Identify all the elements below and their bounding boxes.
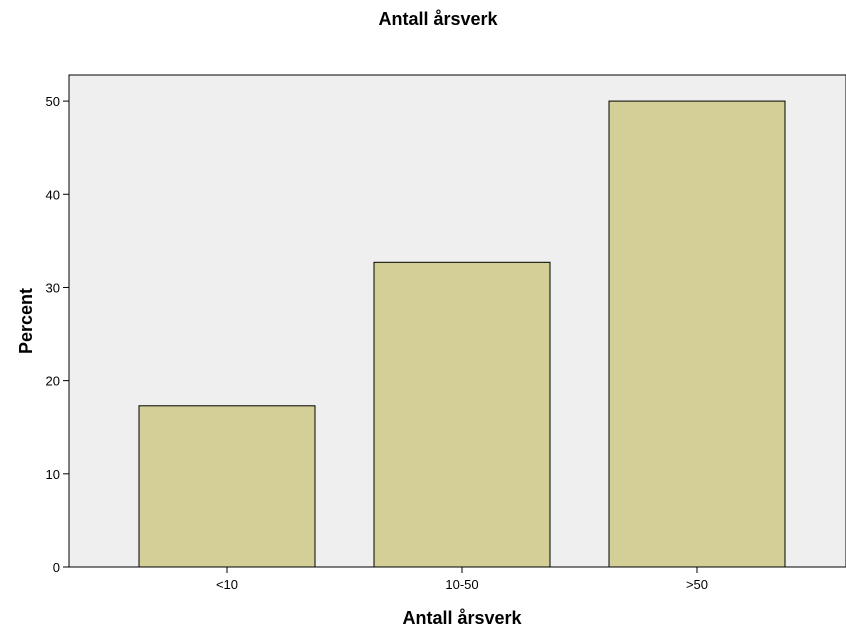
x-tick-label: <10 bbox=[216, 577, 238, 592]
bar bbox=[373, 261, 551, 568]
x-tick-label: >50 bbox=[686, 577, 708, 592]
y-tick-label: 0 bbox=[53, 560, 60, 575]
y-tick-label: 40 bbox=[46, 187, 60, 202]
y-axis-label: Percent bbox=[16, 288, 36, 354]
x-axis-label: Antall årsverk bbox=[402, 608, 522, 628]
bar bbox=[138, 405, 316, 568]
y-tick-label: 20 bbox=[46, 374, 60, 389]
y-tick-label: 10 bbox=[46, 467, 60, 482]
y-axis: 0 10 20 30 40 50 bbox=[46, 94, 69, 575]
chart-title: Antall årsverk bbox=[378, 9, 498, 29]
x-tick-label: 10-50 bbox=[445, 577, 478, 592]
x-axis: <10 10-50 >50 bbox=[216, 567, 708, 592]
bar bbox=[608, 100, 786, 568]
y-tick-label: 30 bbox=[46, 280, 60, 295]
y-tick-label: 50 bbox=[46, 94, 60, 109]
